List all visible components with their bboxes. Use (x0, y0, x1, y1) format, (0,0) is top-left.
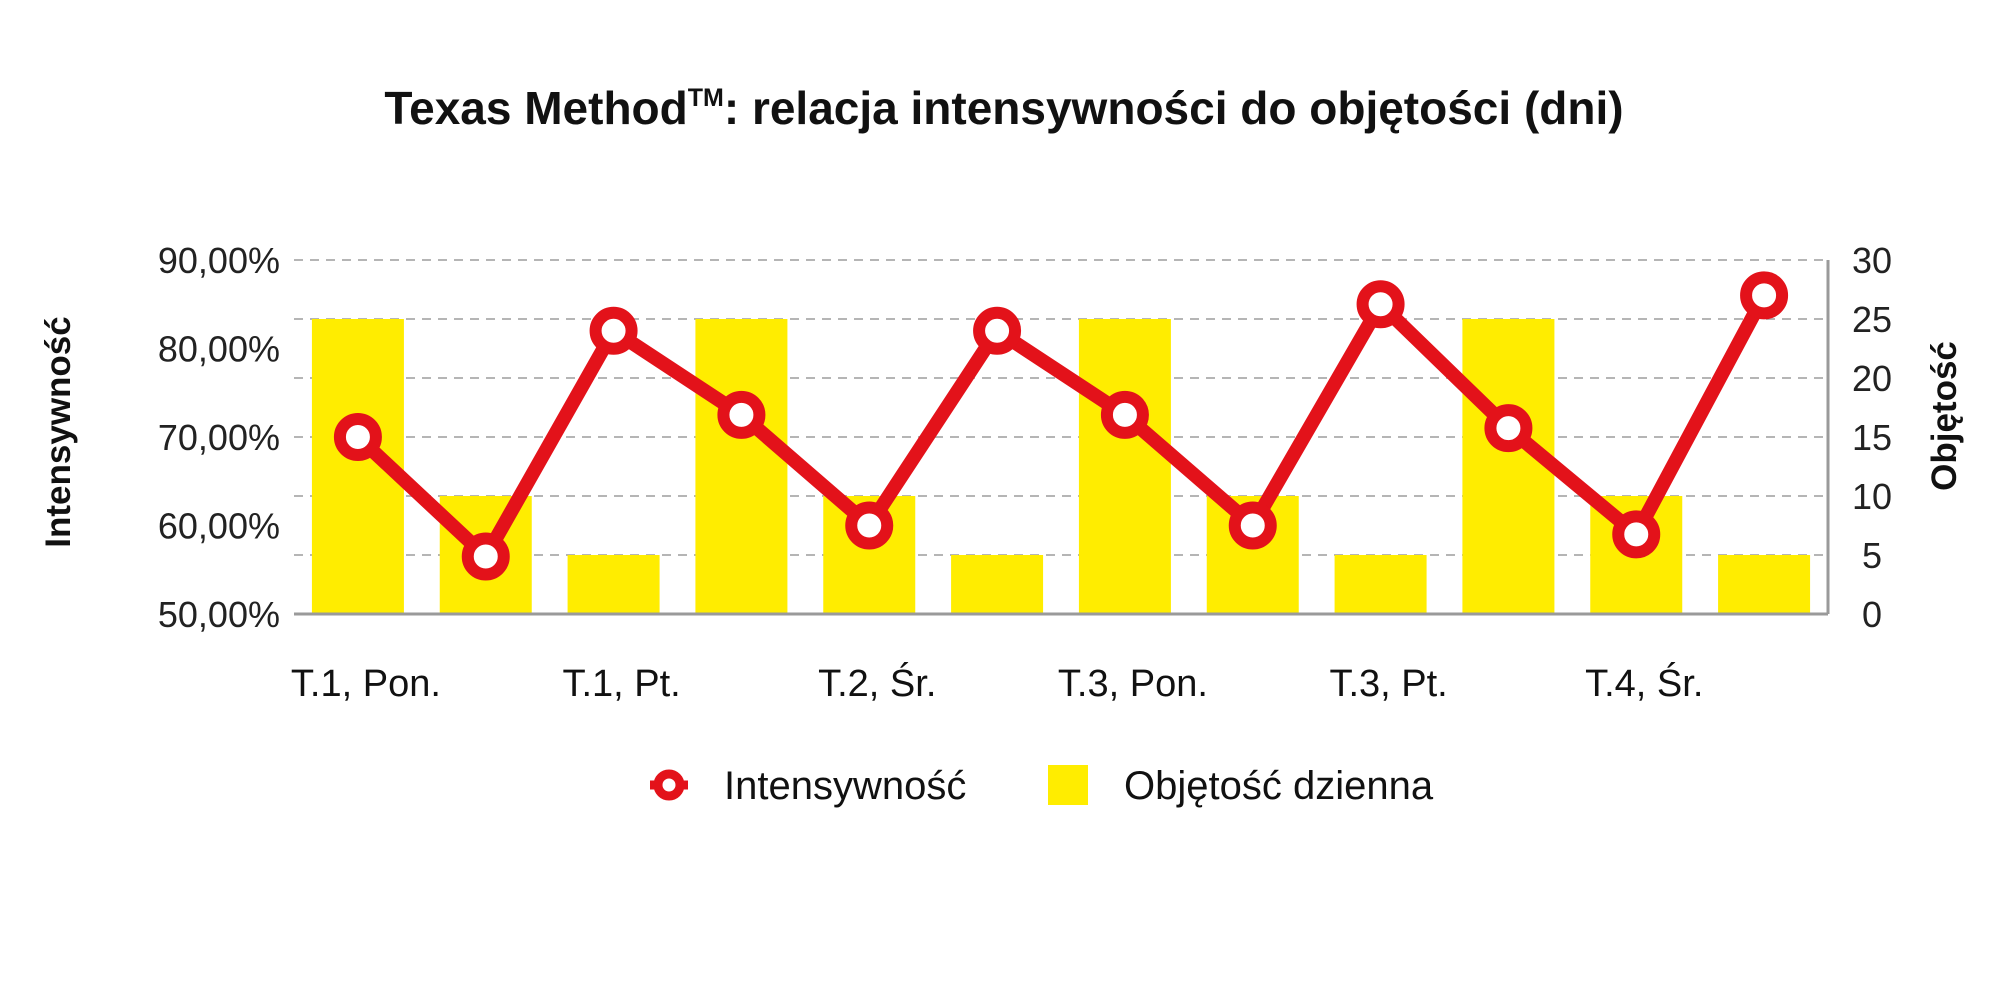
chart-title-superscript: TM (688, 84, 724, 112)
chart-title: Texas MethodTM: relacja intensywności do… (384, 82, 1623, 134)
legend-label-intensity: Intensywność (724, 764, 966, 808)
category-label: T.2, Śr. (818, 660, 936, 705)
category-label: T.3, Pon. (1058, 663, 1208, 705)
left-tick-label: 90,00% (158, 240, 280, 281)
right-axis-label: Objętość (1925, 341, 1964, 491)
axes (294, 260, 1830, 616)
intensity-point (717, 390, 766, 439)
intensity-point (461, 532, 510, 581)
right-tick-label: 10 (1852, 476, 1892, 517)
intensity-point (1356, 280, 1405, 329)
intensity-point (1100, 390, 1149, 439)
left-tick-label: 80,00% (158, 329, 280, 370)
right-tick-label: 5 (1862, 535, 1882, 576)
intensity-point (1228, 501, 1277, 550)
category-label: T.1, Pon. (291, 663, 441, 705)
intensity-point (589, 306, 638, 355)
intensity-point (333, 413, 382, 461)
volume-bar (1462, 319, 1555, 614)
category-label: T.1, Pt. (562, 663, 680, 705)
line-series (333, 271, 1789, 581)
right-tick-label: 30 (1852, 240, 1892, 281)
right-tick-label: 25 (1852, 299, 1892, 340)
left-axis-label: Intensywność (39, 316, 78, 547)
intensity-point (845, 501, 894, 550)
right-axis-ticks: 0 5 10 15 20 25 30 (1852, 240, 1892, 635)
chart-title-main: Texas Method (384, 82, 687, 134)
legend: Intensywność Objętość dzienna (650, 764, 1434, 808)
volume-bar (1334, 555, 1427, 614)
right-tick-label: 15 (1852, 417, 1892, 458)
left-tick-label: 70,00% (158, 417, 280, 458)
category-labels: T.1, Pon. T.1, Pt. T.2, Śr. T.3, Pon. T.3, P… (291, 660, 1703, 705)
chart-title-suffix: : relacja intensywności do objętości (dn… (724, 82, 1624, 134)
volume-bar (695, 319, 788, 614)
category-label: T.3, Pt. (1329, 663, 1447, 705)
volume-bar (567, 555, 660, 614)
right-tick-label: 20 (1852, 358, 1892, 399)
intensity-line (350, 288, 1772, 564)
volume-bar (1718, 555, 1811, 614)
volume-bar (951, 555, 1044, 614)
intensity-point (1612, 510, 1661, 559)
right-tick-label: 0 (1862, 594, 1882, 635)
intensity-point (1740, 271, 1789, 320)
left-tick-label: 50,00% (158, 594, 280, 635)
legend-circle-marker (653, 769, 685, 801)
volume-bar (1078, 319, 1171, 614)
legend-label-volume: Objętość dzienna (1124, 764, 1434, 808)
legend-swatch-volume (1048, 765, 1088, 805)
left-axis-ticks: 50,00% 60,00% 70,00% 80,00% 90,00% (158, 240, 280, 635)
left-tick-label: 60,00% (158, 506, 280, 547)
category-label: T.4, Śr. (1585, 660, 1703, 705)
intensity-point (973, 306, 1022, 355)
intensity-point (1484, 404, 1533, 453)
